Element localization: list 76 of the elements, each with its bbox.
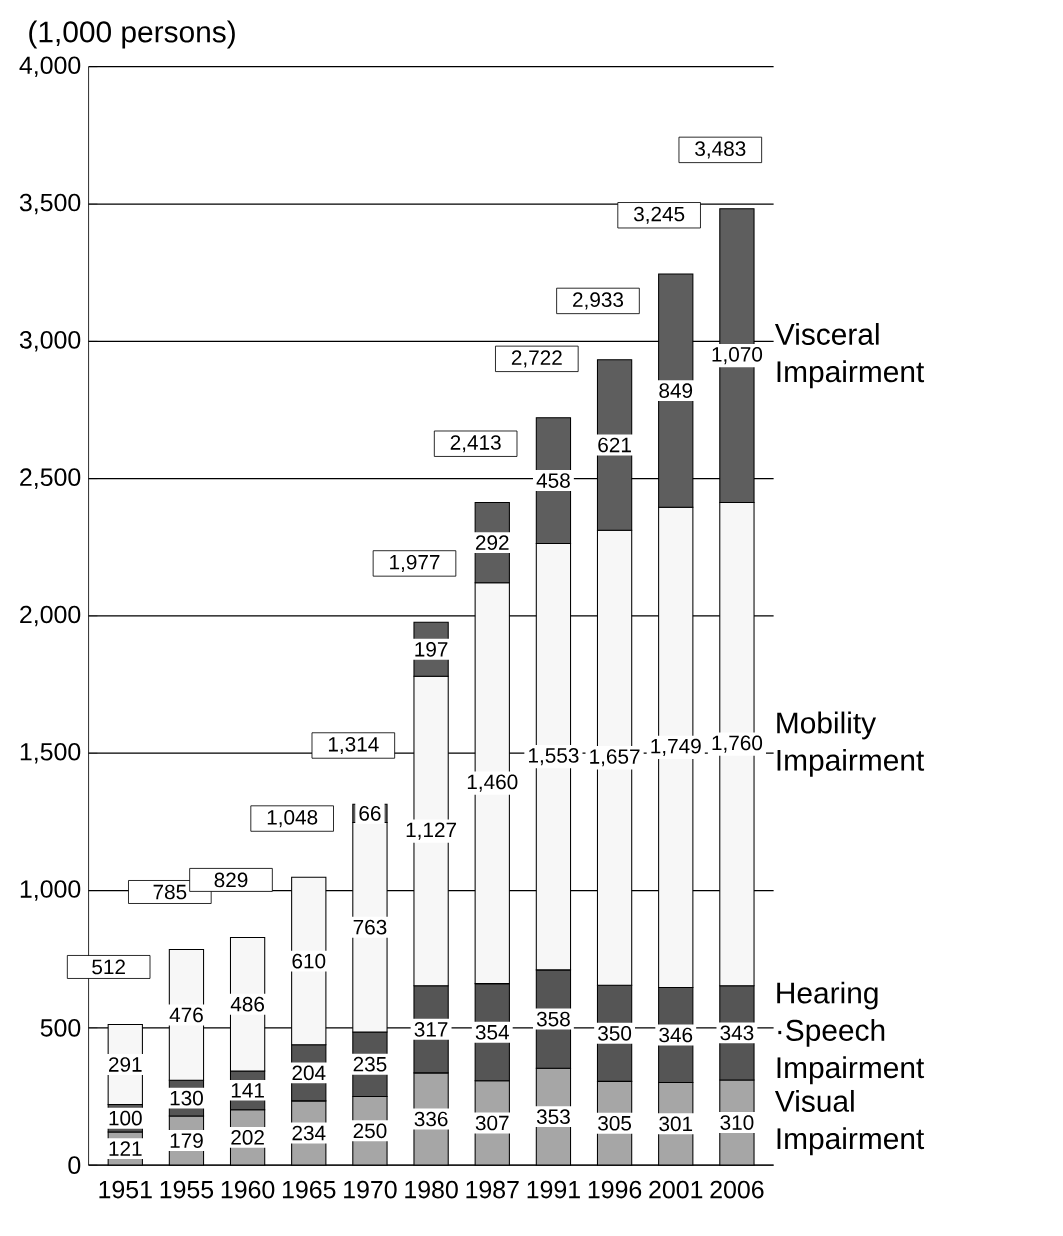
data-label: 1,127 bbox=[406, 822, 457, 840]
data-label: 763 bbox=[353, 919, 387, 935]
total-label: 829 bbox=[214, 872, 248, 888]
total-label: 1,314 bbox=[328, 736, 379, 755]
y-tick-label: 2,500 bbox=[20, 468, 81, 489]
total-label: 2,933 bbox=[573, 292, 624, 310]
x-tick-label: 1991 bbox=[527, 1180, 580, 1199]
total-label: 2,722 bbox=[511, 350, 562, 368]
x-tick-label: 1960 bbox=[221, 1180, 275, 1199]
x-tick-label: 1996 bbox=[588, 1180, 642, 1199]
data-label: 1,657 bbox=[590, 749, 640, 767]
data-label: 307 bbox=[475, 1115, 509, 1131]
x-tick-label: 1955 bbox=[160, 1180, 214, 1199]
data-label: 353 bbox=[536, 1109, 570, 1124]
data-label: 354 bbox=[475, 1024, 509, 1040]
total-label: 3,483 bbox=[695, 141, 746, 159]
x-tick-label: 1951 bbox=[99, 1180, 152, 1199]
series-label: Mobility Impairment bbox=[777, 711, 925, 777]
y-tick-label: 3,500 bbox=[19, 193, 81, 215]
x-tick-label: 1970 bbox=[344, 1180, 397, 1199]
series-label: Visual Impairment bbox=[774, 1089, 925, 1156]
y-tick-label: 1,000 bbox=[20, 880, 81, 901]
data-label: 621 bbox=[598, 437, 631, 453]
data-label: 100 bbox=[109, 1110, 142, 1126]
data-label: 486 bbox=[230, 996, 265, 1012]
data-label: 234 bbox=[292, 1125, 326, 1141]
total-label: 1,977 bbox=[390, 554, 440, 573]
data-label: 1,749 bbox=[651, 738, 701, 756]
data-label: 301 bbox=[659, 1116, 693, 1132]
y-tick-label: 500 bbox=[40, 1019, 81, 1037]
y-tick-label: 3,000 bbox=[19, 331, 81, 352]
data-label: 358 bbox=[536, 1011, 570, 1027]
data-label: 1,760 bbox=[712, 735, 763, 753]
data-label: 204 bbox=[292, 1065, 326, 1081]
data-label: 343 bbox=[720, 1025, 754, 1041]
data-label: 292 bbox=[476, 535, 509, 550]
data-label: 610 bbox=[292, 953, 326, 969]
data-label: 849 bbox=[659, 383, 693, 398]
data-label: 66 bbox=[359, 806, 381, 821]
y-tick-label: 2,000 bbox=[20, 605, 81, 627]
x-tick-label: 1965 bbox=[282, 1180, 336, 1199]
data-label: 317 bbox=[414, 1022, 448, 1037]
data-label: 179 bbox=[170, 1133, 203, 1148]
total-label: 1,048 bbox=[267, 809, 318, 828]
data-label: 130 bbox=[170, 1090, 203, 1106]
data-label: 202 bbox=[231, 1130, 264, 1145]
data-label: 1,070 bbox=[712, 347, 763, 365]
data-label: 305 bbox=[598, 1115, 632, 1131]
total-label: 785 bbox=[153, 884, 187, 900]
x-tick-label: 1980 bbox=[405, 1180, 458, 1199]
data-label: 310 bbox=[720, 1115, 754, 1130]
data-label: 291 bbox=[109, 1057, 142, 1072]
data-label: 121 bbox=[109, 1141, 142, 1156]
data-label: 346 bbox=[659, 1027, 693, 1043]
data-label: 1,460 bbox=[467, 774, 518, 792]
x-tick-label: 2001 bbox=[649, 1180, 703, 1199]
x-tick-label: 2006 bbox=[710, 1180, 764, 1199]
y-tick-label: 0 bbox=[68, 1156, 81, 1174]
data-label: 250 bbox=[353, 1123, 387, 1139]
data-label: 141 bbox=[231, 1083, 264, 1098]
data-label: 458 bbox=[536, 473, 570, 488]
data-label: 197 bbox=[415, 641, 448, 657]
series-label: Hearing ·Speech Impairment bbox=[777, 981, 925, 1085]
total-label: 512 bbox=[92, 959, 125, 975]
data-label: 476 bbox=[169, 1007, 203, 1023]
x-tick-label: 1987 bbox=[466, 1180, 519, 1199]
data-label: 336 bbox=[414, 1111, 448, 1127]
total-label: 2,413 bbox=[450, 435, 501, 453]
y-tick-label: 4,000 bbox=[19, 56, 81, 78]
series-label: Visceral Impairment bbox=[774, 323, 925, 389]
y-axis-title: (1,000 persons) bbox=[29, 20, 235, 49]
data-label: 235 bbox=[353, 1056, 387, 1072]
data-label: 350 bbox=[598, 1025, 632, 1041]
data-label: 1,553 bbox=[529, 748, 579, 766]
total-label: 3,245 bbox=[633, 206, 685, 224]
y-tick-label: 1,500 bbox=[20, 742, 81, 764]
